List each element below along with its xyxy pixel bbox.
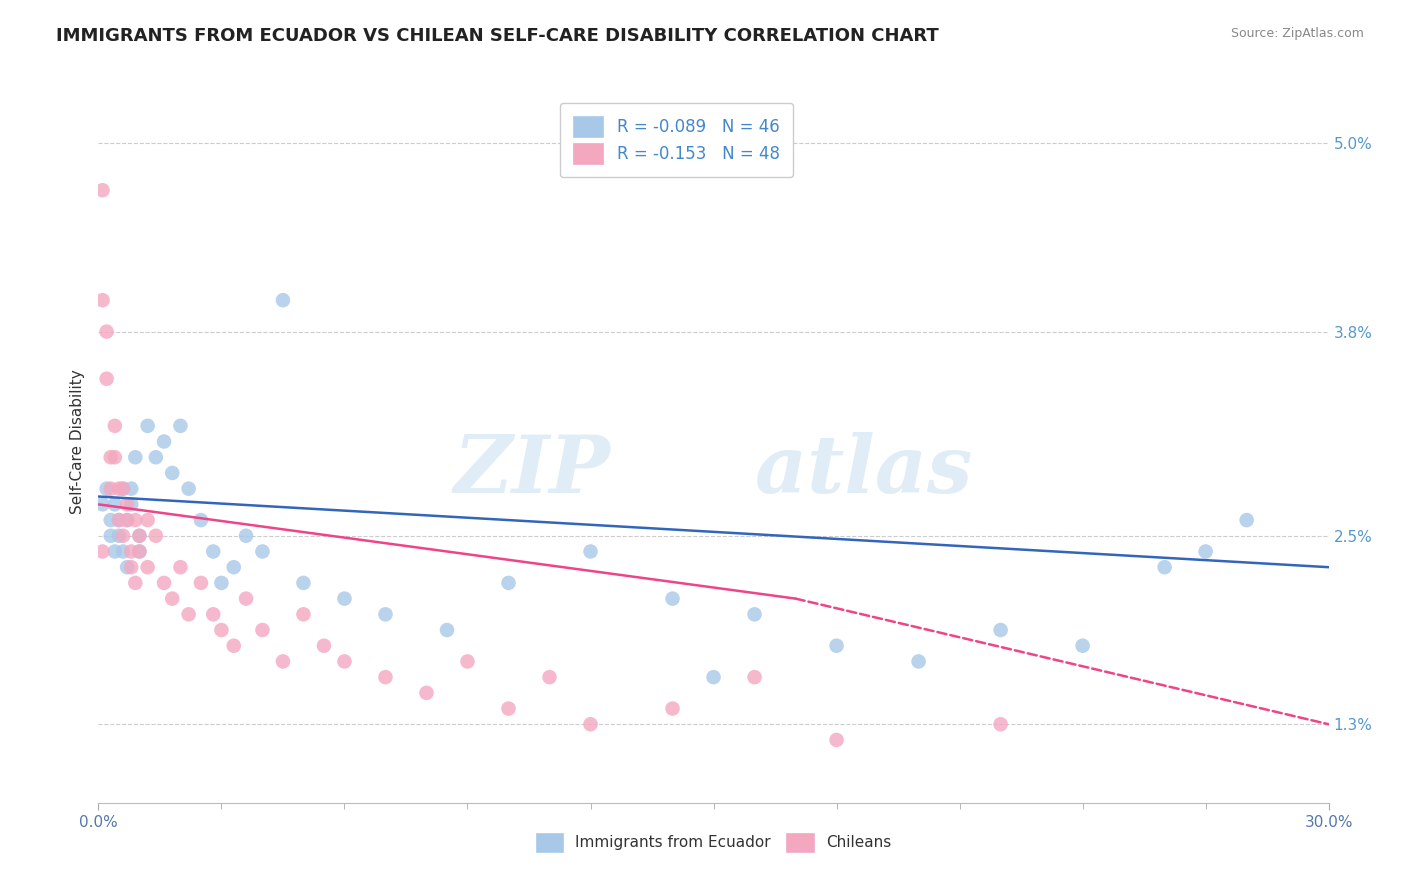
- Point: [211, 623, 233, 637]
- Point: [169, 560, 191, 574]
- Point: [202, 544, 225, 558]
- Point: [112, 482, 135, 496]
- Point: [108, 529, 131, 543]
- Point: [115, 497, 138, 511]
- Point: [145, 529, 167, 543]
- Point: [100, 450, 122, 465]
- Point: [202, 607, 225, 622]
- Point: [990, 623, 1012, 637]
- Point: [120, 560, 142, 574]
- Point: [112, 529, 135, 543]
- Point: [115, 560, 138, 574]
- Point: [100, 513, 122, 527]
- Point: [91, 293, 114, 308]
- Y-axis label: Self-Care Disability: Self-Care Disability: [69, 369, 84, 514]
- Point: [115, 513, 138, 527]
- Point: [744, 607, 766, 622]
- Point: [177, 482, 200, 496]
- Point: [112, 544, 135, 558]
- Point: [128, 544, 150, 558]
- Point: [415, 686, 437, 700]
- Point: [190, 575, 212, 590]
- Point: [108, 513, 131, 527]
- Point: [436, 623, 458, 637]
- Point: [96, 482, 118, 496]
- Point: [124, 575, 146, 590]
- Point: [104, 497, 127, 511]
- Point: [112, 482, 135, 496]
- Point: [128, 544, 150, 558]
- Point: [252, 544, 274, 558]
- Point: [579, 544, 602, 558]
- Point: [120, 497, 142, 511]
- Point: [128, 529, 150, 543]
- Point: [661, 701, 683, 715]
- Point: [104, 450, 127, 465]
- Point: [538, 670, 561, 684]
- Point: [252, 623, 274, 637]
- Point: [115, 513, 138, 527]
- Point: [661, 591, 683, 606]
- Point: [235, 591, 257, 606]
- Point: [271, 655, 294, 669]
- Point: [1236, 513, 1258, 527]
- Point: [91, 497, 114, 511]
- Point: [104, 544, 127, 558]
- Text: IMMIGRANTS FROM ECUADOR VS CHILEAN SELF-CARE DISABILITY CORRELATION CHART: IMMIGRANTS FROM ECUADOR VS CHILEAN SELF-…: [56, 27, 939, 45]
- Point: [457, 655, 479, 669]
- Point: [907, 655, 929, 669]
- Point: [153, 434, 176, 449]
- Text: ZIP         atlas: ZIP atlas: [454, 432, 973, 509]
- Point: [1195, 544, 1218, 558]
- Point: [292, 607, 315, 622]
- Point: [120, 544, 142, 558]
- Point: [222, 560, 245, 574]
- Point: [162, 591, 183, 606]
- Text: Source: ZipAtlas.com: Source: ZipAtlas.com: [1230, 27, 1364, 40]
- Point: [169, 418, 191, 433]
- Point: [333, 591, 356, 606]
- Point: [104, 418, 127, 433]
- Point: [1071, 639, 1094, 653]
- Point: [136, 513, 159, 527]
- Point: [100, 482, 122, 496]
- Point: [703, 670, 725, 684]
- Point: [1153, 560, 1175, 574]
- Point: [825, 639, 848, 653]
- Point: [374, 670, 396, 684]
- Point: [292, 575, 315, 590]
- Point: [108, 513, 131, 527]
- Point: [235, 529, 257, 543]
- Point: [91, 544, 114, 558]
- Point: [145, 450, 167, 465]
- Point: [312, 639, 335, 653]
- Point: [136, 418, 159, 433]
- Legend: Immigrants from Ecuador, Chileans: Immigrants from Ecuador, Chileans: [523, 821, 904, 863]
- Point: [579, 717, 602, 731]
- Point: [211, 575, 233, 590]
- Point: [91, 183, 114, 197]
- Point: [333, 655, 356, 669]
- Point: [108, 482, 131, 496]
- Point: [162, 466, 183, 480]
- Point: [222, 639, 245, 653]
- Point: [190, 513, 212, 527]
- Point: [374, 607, 396, 622]
- Point: [120, 482, 142, 496]
- Point: [825, 733, 848, 747]
- Point: [124, 513, 146, 527]
- Point: [124, 450, 146, 465]
- Point: [744, 670, 766, 684]
- Point: [498, 701, 520, 715]
- Point: [100, 529, 122, 543]
- Point: [990, 717, 1012, 731]
- Point: [271, 293, 294, 308]
- Point: [153, 575, 176, 590]
- Point: [96, 372, 118, 386]
- Point: [96, 325, 118, 339]
- Point: [177, 607, 200, 622]
- Point: [136, 560, 159, 574]
- Point: [498, 575, 520, 590]
- Point: [128, 529, 150, 543]
